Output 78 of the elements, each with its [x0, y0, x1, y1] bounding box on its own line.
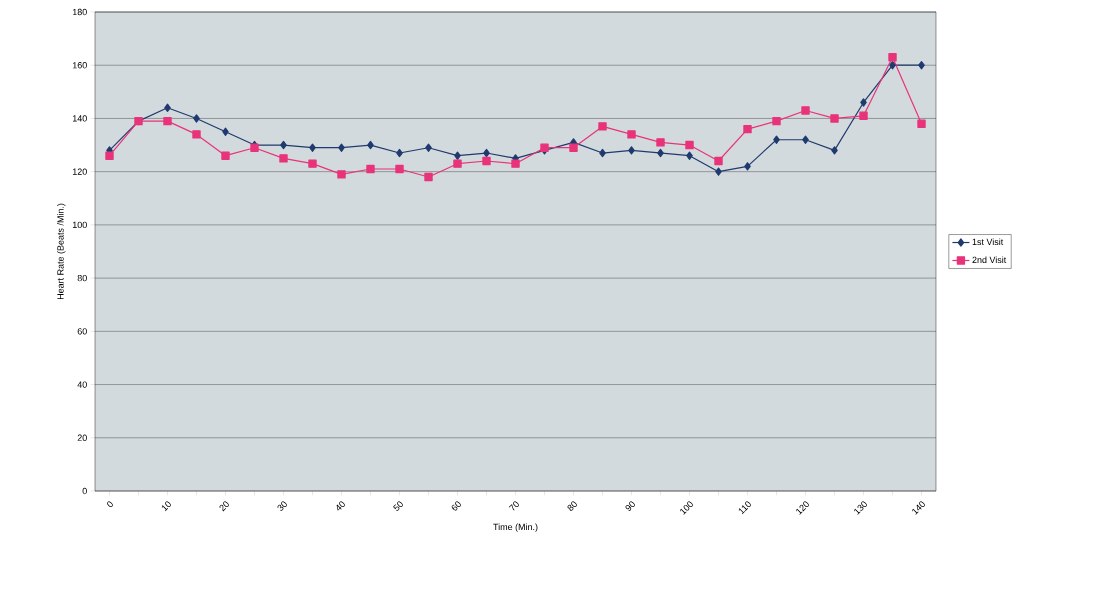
point [889, 61, 896, 70]
x-tick-label: 40 [336, 501, 345, 511]
x-tick-label: 0 [107, 501, 113, 508]
x-axis-title: Time (Min.) [493, 523, 538, 532]
x-tick-label: 30 [277, 501, 287, 511]
x-tick-label: 10 [161, 501, 171, 512]
point [772, 116, 781, 126]
point [367, 140, 374, 150]
point [309, 143, 316, 152]
point [482, 156, 491, 166]
point [657, 148, 664, 158]
point [831, 146, 838, 155]
y-tick-label: 100 [72, 221, 87, 229]
point [773, 135, 780, 144]
point [105, 151, 114, 160]
point [802, 135, 809, 144]
point [686, 151, 693, 160]
point [192, 130, 201, 139]
point [164, 103, 171, 112]
point [685, 140, 694, 150]
point [483, 148, 490, 158]
point [511, 159, 520, 168]
point [743, 124, 752, 134]
point [859, 111, 868, 120]
point [598, 122, 607, 131]
point [715, 167, 722, 176]
y-tick-label: 40 [77, 381, 87, 388]
point [860, 98, 867, 107]
point [396, 148, 403, 158]
x-tick-label: 60 [451, 501, 461, 511]
point [308, 159, 317, 168]
point [280, 140, 287, 150]
point [453, 159, 462, 168]
point [395, 164, 404, 174]
point [193, 114, 200, 123]
point [337, 170, 346, 179]
point [917, 119, 926, 128]
point [627, 130, 636, 139]
x-tick-label: 110 [738, 501, 751, 515]
y-tick-label: 120 [72, 168, 87, 175]
y-tick-label: 60 [77, 328, 87, 335]
point [656, 138, 665, 147]
point [599, 148, 606, 158]
x-tick-label: 130 [854, 501, 867, 515]
legend-label: 2nd Visit [972, 256, 1007, 264]
point [424, 172, 433, 182]
y-tick-label: 0 [82, 487, 87, 495]
legend-label: 1st Visit [972, 238, 1004, 246]
point [454, 151, 461, 160]
x-tick-label: 50 [393, 501, 403, 511]
y-tick-label: 20 [77, 434, 87, 441]
y-tick-label: 180 [72, 8, 87, 16]
point [163, 116, 172, 126]
x-tick-label: 20 [219, 501, 229, 512]
x-tick-label: 90 [625, 501, 635, 511]
x-tick-label: 80 [567, 501, 577, 511]
point [801, 106, 810, 115]
point [830, 114, 839, 123]
point [222, 127, 229, 136]
x-tick-label: 120 [796, 501, 809, 515]
x-tick-label: 100 [680, 501, 693, 515]
point [628, 146, 635, 155]
point [425, 143, 432, 152]
point [744, 162, 751, 171]
point [366, 164, 375, 174]
point [279, 154, 288, 163]
x-tick-label: 140 [912, 501, 925, 515]
point [888, 53, 897, 62]
y-axis-title: Heart Rate (Beats /Min.) [57, 203, 66, 300]
y-tick-label: 140 [72, 115, 87, 122]
x-tick-label: 70 [508, 501, 519, 511]
point [569, 143, 578, 152]
point [714, 156, 723, 166]
y-tick-label: 160 [72, 62, 87, 69]
point [338, 143, 345, 152]
y-tick-label: 80 [77, 274, 87, 282]
point [918, 61, 925, 70]
point [221, 151, 230, 160]
